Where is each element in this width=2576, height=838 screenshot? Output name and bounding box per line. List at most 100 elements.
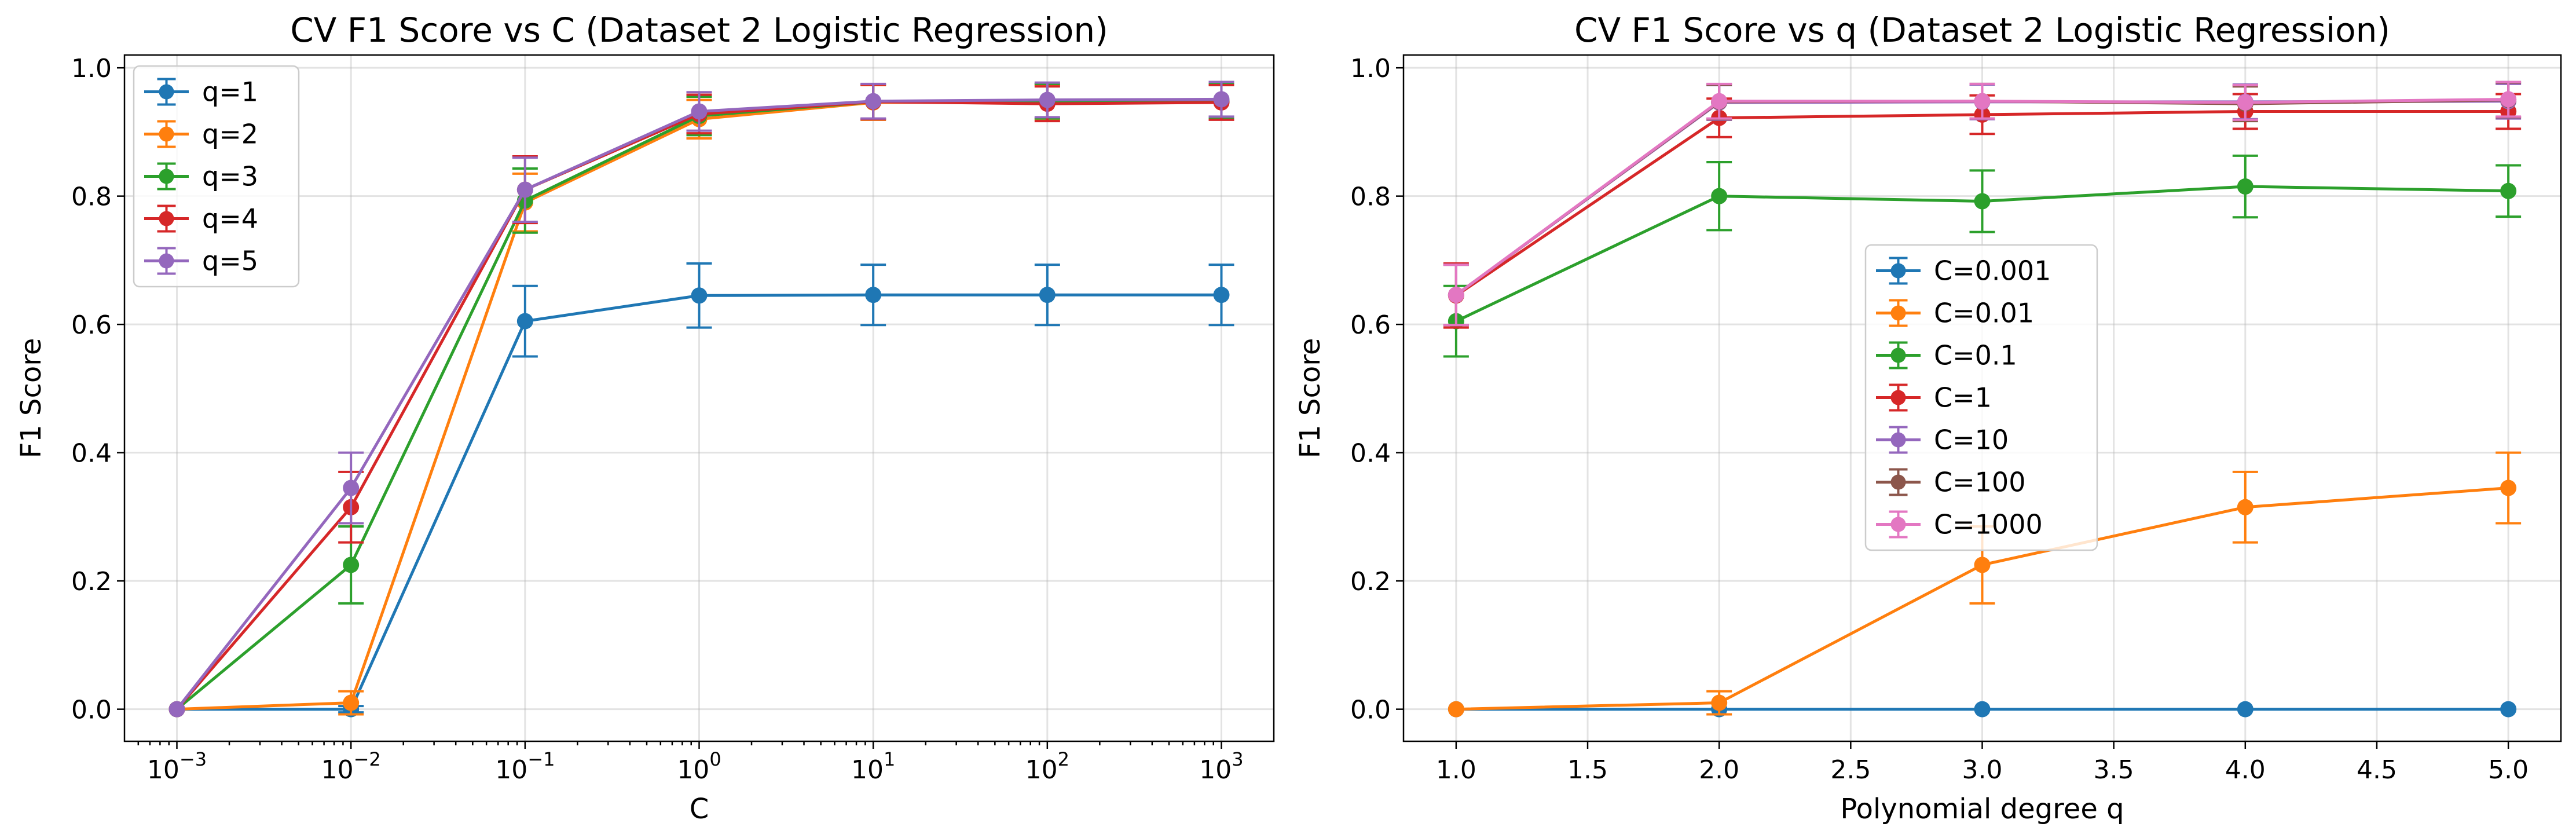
legend-swatch-marker [1890, 517, 1906, 532]
x-tick-label: 10−1 [495, 748, 555, 785]
data-point [1213, 91, 1230, 108]
data-point [1974, 93, 1991, 109]
legend-swatch-marker [159, 169, 174, 184]
legend-label: C=10 [1934, 425, 2009, 456]
series-C=1000 [1443, 80, 2522, 327]
data-point [1711, 694, 1728, 711]
x-tick-label: 10−2 [321, 748, 381, 785]
x-tick-label: 5.0 [2488, 755, 2529, 785]
legend-swatch-marker [159, 253, 174, 269]
legend-label: C=0.1 [1934, 340, 2017, 371]
data-point [1711, 93, 1728, 109]
data-point [2500, 480, 2517, 496]
data-point [1039, 92, 1056, 108]
legend-item: q=3 [144, 161, 258, 192]
x-axis-label: C [690, 793, 709, 825]
x-tick-label: 102 [1025, 748, 1069, 785]
legend-swatch-marker [1890, 390, 1906, 405]
data-point [1448, 701, 1464, 718]
series-C=0.01 [1448, 451, 2522, 718]
data-point [1974, 193, 1991, 210]
y-axis-label: F1 Score [15, 338, 47, 459]
x-tick-label: 2.5 [1830, 755, 1871, 785]
y-tick-label: 1.0 [71, 54, 112, 83]
legend-label: q=4 [202, 203, 258, 235]
legend-label: C=1000 [1934, 509, 2043, 540]
data-point [1039, 287, 1056, 303]
data-point [2500, 91, 2517, 108]
x-tick-label: 101 [851, 748, 895, 785]
series-C=0.1 [1443, 154, 2522, 358]
legend-swatch-marker [1890, 263, 1906, 279]
y-tick-label: 0.2 [71, 567, 112, 597]
chart-title: CV F1 Score vs C (Dataset 2 Logistic Reg… [290, 10, 1108, 50]
legend-swatch-marker [159, 84, 174, 100]
data-point [2237, 94, 2253, 111]
legend-swatch-marker [1890, 305, 1906, 321]
x-tick-label: 2.0 [1699, 755, 1739, 785]
legend-item: q=5 [144, 246, 258, 277]
y-tick-label: 0.0 [71, 696, 112, 725]
legend-item: C=0.1 [1876, 340, 2017, 371]
legend-label: q=3 [202, 161, 258, 192]
data-point [516, 313, 533, 330]
x-tick-label: 1.5 [1567, 755, 1608, 785]
legend-item: C=0.01 [1876, 298, 2034, 329]
y-tick-label: 0.0 [1350, 696, 1391, 725]
data-point [343, 557, 360, 573]
data-point [1213, 287, 1230, 303]
legend-swatch-marker [1890, 347, 1906, 363]
chart-title: CV F1 Score vs q (Dataset 2 Logistic Reg… [1574, 10, 2390, 50]
legend-item: C=100 [1876, 467, 2025, 498]
legend-item: q=4 [144, 203, 258, 235]
legend-label: C=1 [1934, 382, 1992, 413]
y-tick-label: 0.8 [1350, 182, 1391, 212]
legend-item: C=0.001 [1876, 255, 2051, 287]
y-tick-label: 0.4 [1350, 439, 1391, 469]
x-tick-label: 10−3 [147, 748, 207, 785]
x-axis-label: Polynomial degree q [1840, 793, 2124, 825]
y-tick-label: 0.4 [71, 439, 112, 469]
chart-c-sweep: 10−3 10−2 10−1 100 101 102 103 0.0 0.2 0.4 0.6 0.8 1… [15, 10, 1275, 825]
data-point [516, 181, 533, 198]
data-point [2237, 701, 2253, 718]
legend-item: C=10 [1876, 425, 2009, 456]
legend-swatch-marker [159, 211, 174, 226]
data-point [2237, 499, 2253, 515]
data-point [168, 701, 185, 718]
legend-item: C=1 [1876, 382, 1992, 413]
legend-label: q=1 [202, 76, 258, 108]
legend: C=0.001 C=0.01 C=0.1 C=1 C=10 C=100 C=1000 [1864, 244, 2098, 551]
data-point [1974, 701, 1991, 718]
y-tick-label: 0.8 [71, 182, 112, 212]
x-tick-label: 3.0 [1962, 755, 2003, 785]
data-point [2500, 701, 2517, 718]
y-tick-label: 0.6 [1350, 310, 1391, 340]
series-q=5 [168, 80, 1234, 718]
x-tick-label: 3.5 [2094, 755, 2134, 785]
data-point [691, 103, 708, 120]
x-tick-label: 100 [677, 748, 721, 785]
legend-item: C=1000 [1876, 509, 2043, 540]
legend-swatch-marker [159, 126, 174, 142]
legend: q=1 q=2 q=3 q=4 q=5 [133, 65, 300, 288]
data-point [865, 93, 882, 109]
y-tick-label: 0.2 [1350, 567, 1391, 597]
x-tick-label: 4.5 [2357, 755, 2397, 785]
legend-swatch-marker [1890, 432, 1906, 448]
data-point [865, 287, 882, 303]
y-tick-label: 1.0 [1350, 54, 1391, 83]
legend-item: q=1 [144, 76, 258, 108]
legend-item: q=2 [144, 119, 258, 150]
x-tick-label: 1.0 [1436, 755, 1476, 785]
data-point [2500, 182, 2517, 199]
legend-label: q=2 [202, 119, 258, 150]
data-point [1448, 287, 1464, 303]
data-point [691, 287, 708, 304]
legend-label: C=0.001 [1934, 255, 2051, 287]
legend-swatch-marker [1890, 474, 1906, 490]
y-axis-label: F1 Score [1294, 338, 1327, 459]
legend-box [1864, 244, 2098, 551]
legend-label: q=5 [202, 246, 258, 277]
